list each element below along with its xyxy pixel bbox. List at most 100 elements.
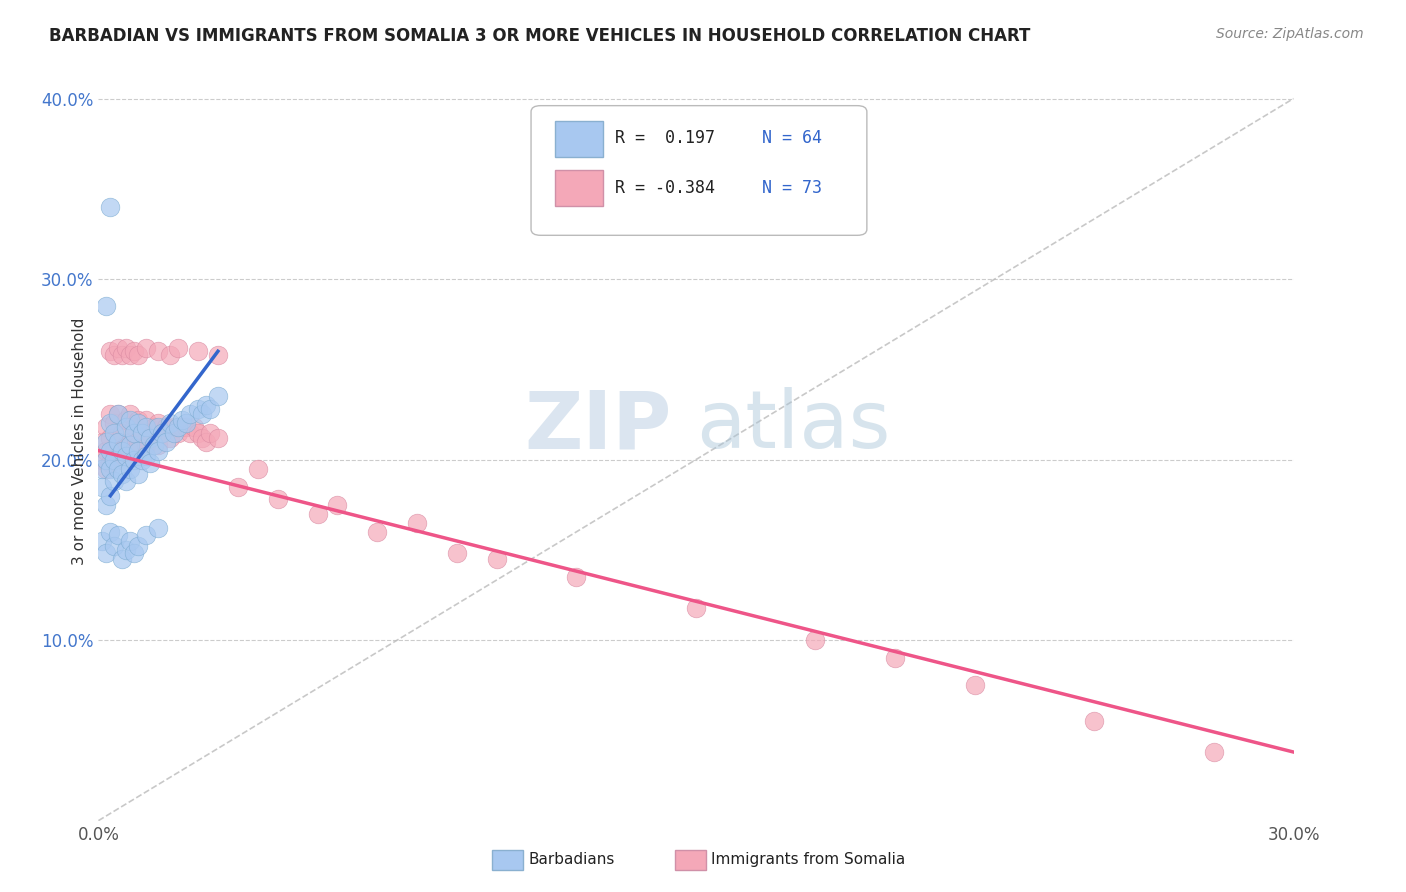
Point: [135, 413, 157, 427]
Point: [198, 425, 221, 440]
Point: [326, 498, 349, 512]
Point: [267, 492, 290, 507]
Point: [150, 425, 173, 440]
Point: [96, 299, 118, 313]
Point: [91, 480, 114, 494]
Point: [124, 452, 146, 467]
Point: [120, 438, 142, 452]
Point: [103, 417, 125, 431]
Text: N = 64: N = 64: [762, 129, 821, 147]
Point: [107, 434, 129, 449]
Point: [366, 524, 388, 539]
Point: [103, 348, 125, 362]
Point: [187, 425, 209, 440]
Point: [98, 461, 122, 475]
Point: [107, 434, 129, 449]
Point: [91, 533, 114, 548]
Point: [167, 425, 190, 440]
Point: [167, 420, 190, 434]
FancyBboxPatch shape: [555, 170, 603, 207]
Point: [174, 417, 197, 431]
Point: [685, 600, 707, 615]
Point: [96, 461, 118, 475]
Point: [107, 461, 129, 475]
Point: [155, 420, 177, 434]
Point: [163, 425, 186, 440]
Point: [155, 434, 177, 449]
Point: [150, 425, 173, 440]
Point: [159, 348, 181, 362]
Point: [207, 431, 229, 445]
Point: [115, 341, 138, 355]
Point: [103, 539, 125, 553]
Point: [96, 452, 118, 467]
Point: [135, 438, 157, 452]
Text: atlas: atlas: [696, 387, 890, 466]
Point: [115, 475, 138, 489]
Point: [127, 413, 149, 427]
Point: [167, 341, 190, 355]
Point: [195, 434, 218, 449]
Point: [139, 456, 162, 470]
Point: [163, 420, 186, 434]
Point: [183, 420, 205, 434]
Point: [111, 467, 134, 481]
Text: R =  0.197: R = 0.197: [614, 129, 714, 147]
Point: [120, 533, 142, 548]
Point: [127, 443, 149, 458]
Point: [135, 449, 157, 463]
Point: [91, 452, 114, 467]
Point: [187, 344, 209, 359]
Point: [135, 341, 157, 355]
Point: [148, 438, 170, 452]
Point: [115, 449, 138, 463]
Point: [103, 425, 125, 440]
Point: [98, 408, 122, 422]
Point: [135, 420, 157, 434]
Point: [127, 438, 149, 452]
Point: [91, 434, 114, 449]
Point: [96, 420, 118, 434]
Point: [172, 413, 194, 427]
Point: [179, 408, 201, 422]
Text: Source: ZipAtlas.com: Source: ZipAtlas.com: [1216, 27, 1364, 41]
Y-axis label: 3 or more Vehicles in Household: 3 or more Vehicles in Household: [72, 318, 87, 566]
Point: [98, 489, 122, 503]
Point: [131, 425, 153, 440]
Point: [131, 452, 153, 467]
Point: [98, 431, 122, 445]
Point: [446, 546, 468, 560]
Point: [148, 443, 170, 458]
Point: [120, 413, 142, 427]
Point: [103, 475, 125, 489]
Point: [124, 420, 146, 434]
Point: [148, 420, 170, 434]
Point: [111, 425, 134, 440]
Point: [187, 402, 209, 417]
Point: [115, 438, 138, 452]
Point: [98, 443, 122, 458]
Point: [1083, 714, 1105, 729]
Point: [139, 425, 162, 440]
Point: [207, 348, 229, 362]
Point: [107, 341, 129, 355]
Point: [139, 431, 162, 445]
Text: N = 73: N = 73: [762, 178, 821, 196]
Point: [98, 417, 122, 431]
Point: [98, 200, 122, 214]
Point: [103, 452, 125, 467]
Point: [191, 431, 214, 445]
Point: [115, 413, 138, 427]
Point: [198, 402, 221, 417]
Point: [148, 344, 170, 359]
Point: [127, 467, 149, 481]
Text: R = -0.384: R = -0.384: [614, 178, 714, 196]
Point: [159, 431, 181, 445]
Point: [307, 507, 329, 521]
Point: [91, 461, 114, 475]
Point: [246, 461, 269, 475]
Point: [103, 443, 125, 458]
Point: [124, 425, 146, 440]
Point: [148, 521, 170, 535]
FancyBboxPatch shape: [531, 105, 868, 235]
